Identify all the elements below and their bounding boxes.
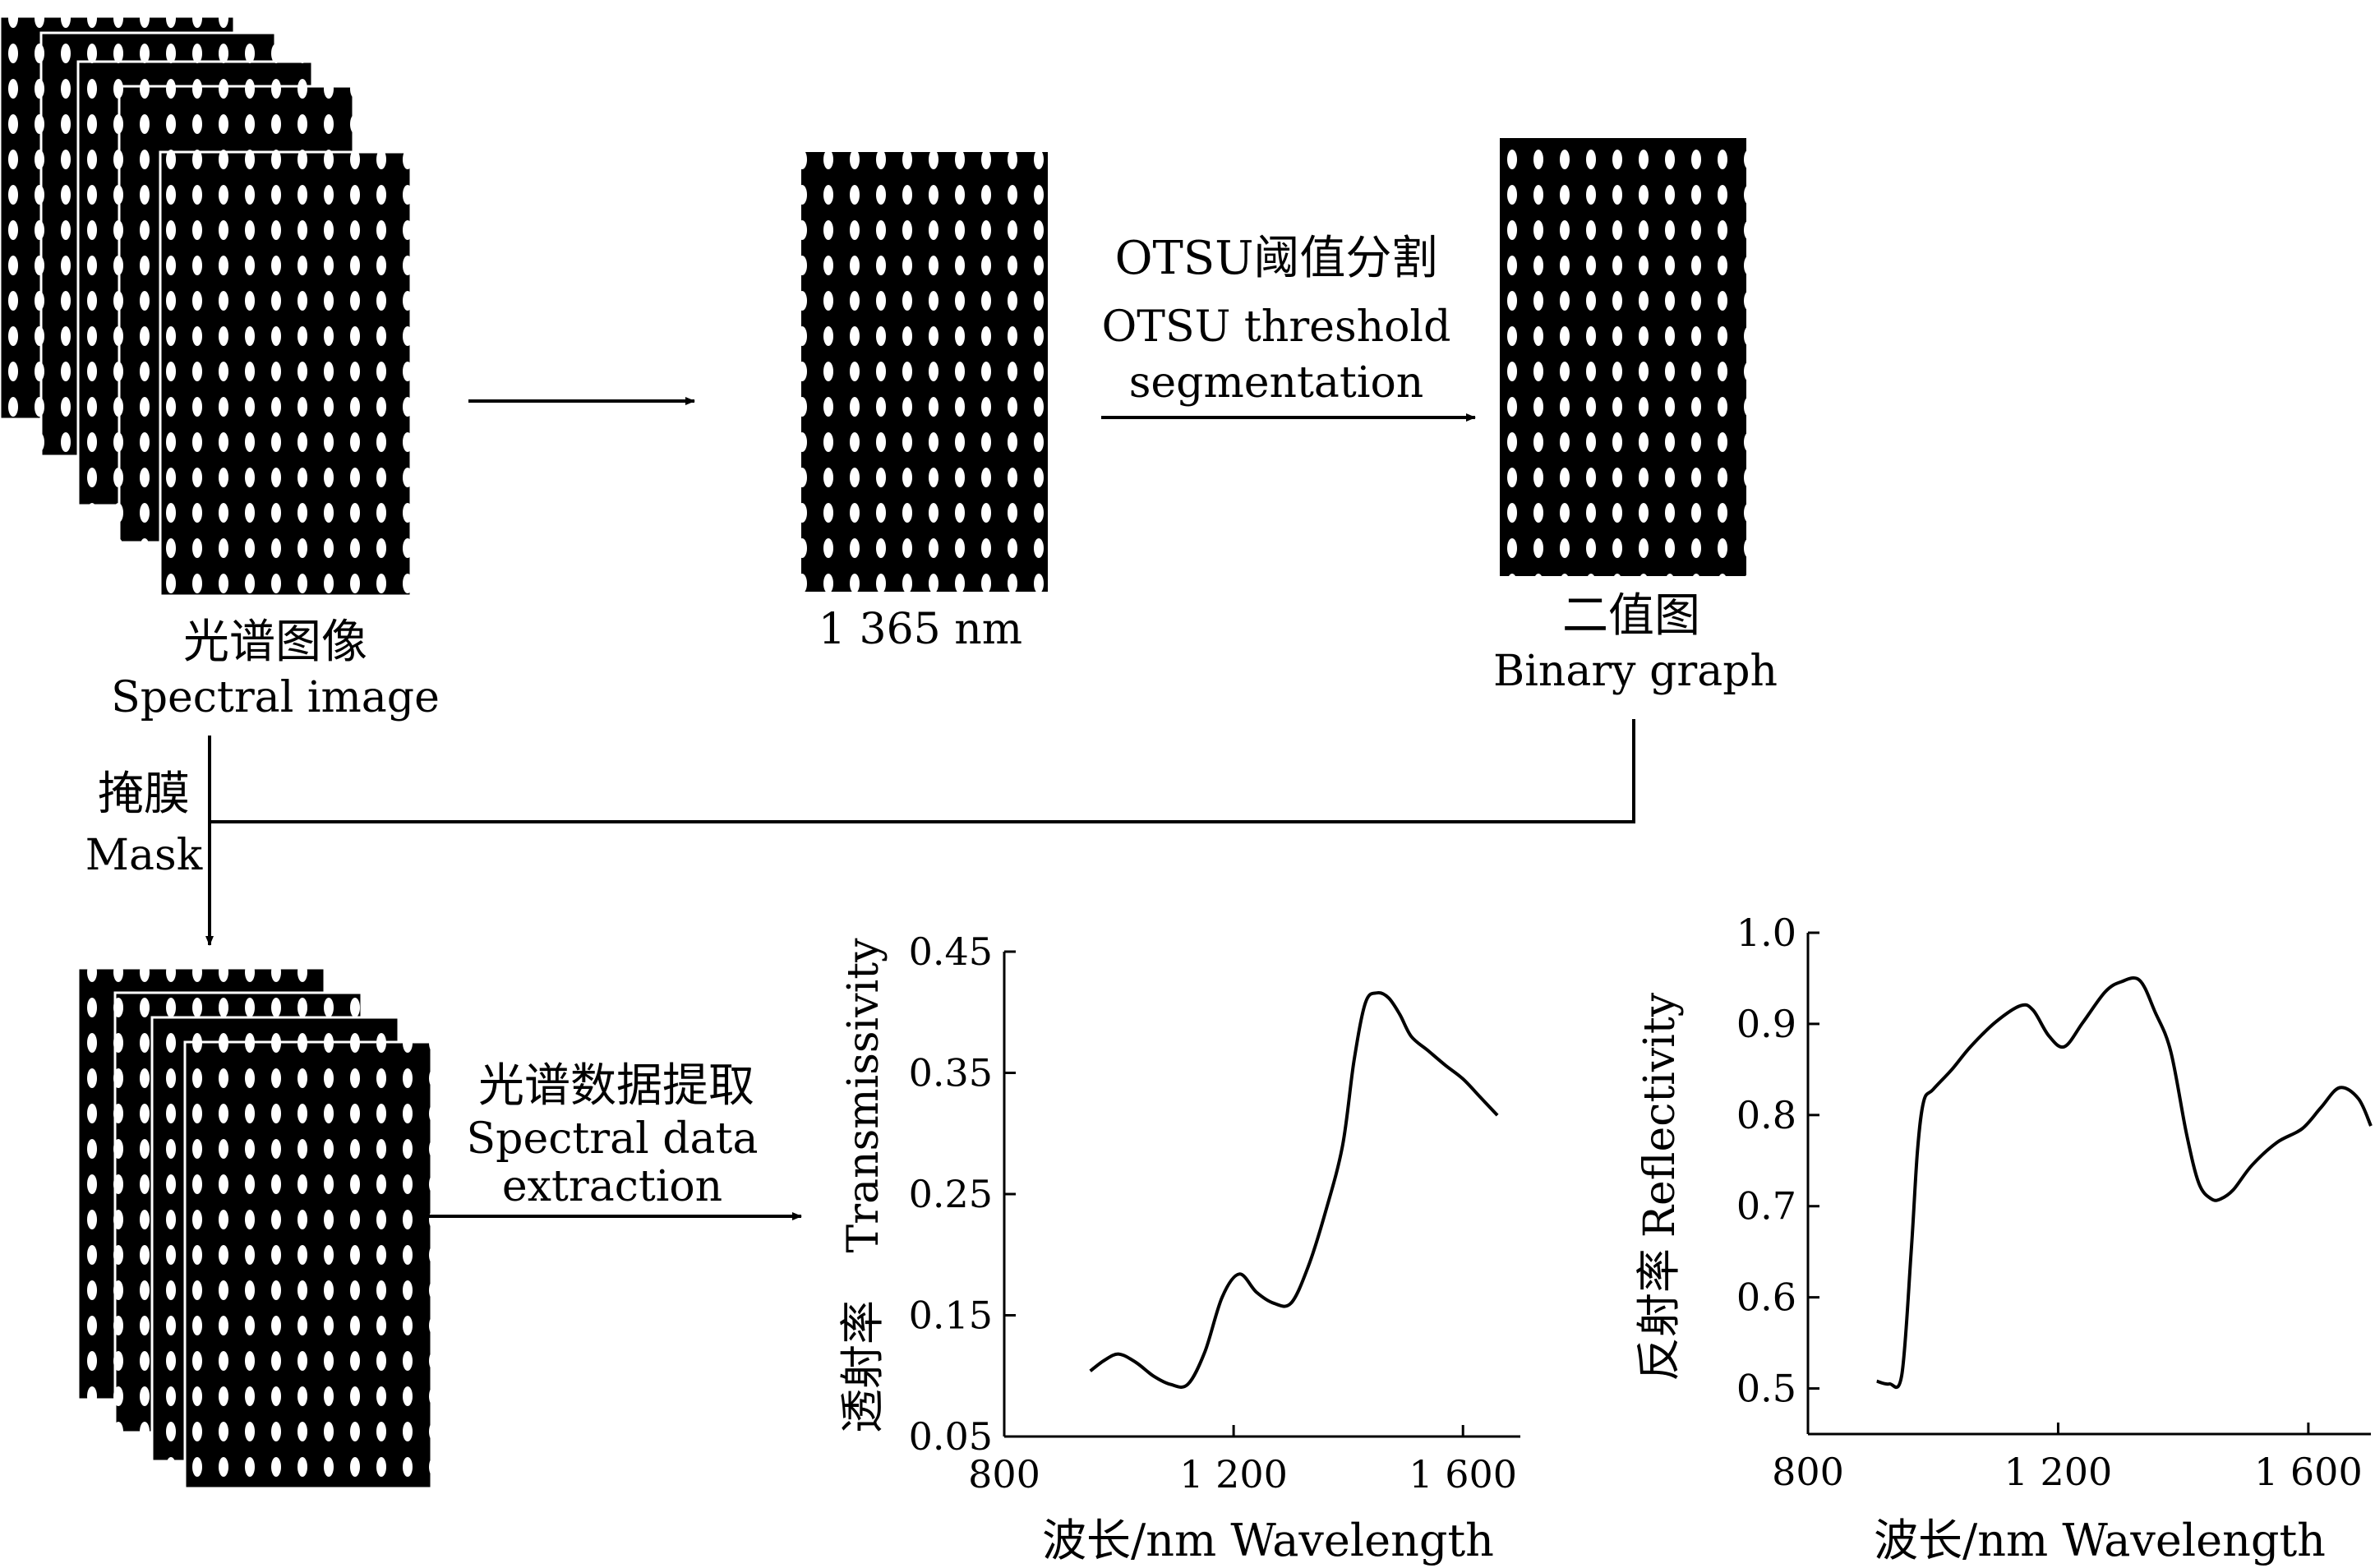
reflectivity-y-tick-label: 0.6 [1736, 1275, 1796, 1320]
transmissivity-ylabel-en: Transmissivity [839, 938, 888, 1253]
transmissivity-x-tick-label: 1 600 [1409, 1452, 1517, 1497]
transmissivity-x-tick-label: 1 200 [1179, 1452, 1288, 1497]
transmissivity-xlabel: 波长/nm Wavelength [1042, 1515, 1494, 1566]
extraction-label-en-2: extraction [502, 1162, 722, 1211]
reflectivity-series-line [1876, 976, 2373, 1390]
extraction-label-cn: 光谱数据提取 [478, 1059, 754, 1113]
transmissivity-y-tick-label: 0.45 [909, 929, 993, 974]
masked-image-layer-4 [183, 1040, 433, 1490]
reflectivity-y-tick-label: 0.9 [1736, 1002, 1796, 1046]
otsu-label-en-1: OTSU threshold [1102, 302, 1451, 352]
reflectivity-ylabel-cn: 反射率 [1633, 1248, 1685, 1381]
transmissivity-ylabel-cn: 透射率 [837, 1300, 888, 1433]
transmissivity-x-tick-label: 800 [968, 1452, 1040, 1497]
reflectivity-y-tick-label: 0.5 [1736, 1367, 1796, 1411]
extraction-label-en-1: Spectral data [467, 1114, 759, 1164]
transmissivity-y-tick-label: 0.25 [909, 1172, 993, 1216]
transmissivity-y-tick-label: 0.15 [909, 1294, 993, 1338]
reflectivity-y-tick-label: 0.8 [1736, 1093, 1796, 1137]
band-image [801, 152, 1048, 592]
otsu-label-cn: OTSU阈值分割 [1115, 232, 1438, 285]
reflectivity-chart: 反射率 Reflectivity 波长/nm Wavelength 0.5 0.6… [1633, 911, 2373, 1566]
reflectivity-xlabel: 波长/nm Wavelength [1874, 1515, 2326, 1566]
spectral-image-label-cn: 光谱图像 [183, 616, 367, 669]
reflectivity-ylabel-en: Reflectivity [1635, 992, 1685, 1238]
otsu-label-en-2: segmentation [1129, 358, 1424, 408]
transmissivity-series-line [1089, 990, 1499, 1389]
mask-connector-line [210, 719, 1635, 823]
transmissivity-y-tick-label: 0.05 [909, 1414, 993, 1459]
reflectivity-x-tick-label: 800 [1772, 1450, 1844, 1494]
binary-graph-image [1500, 138, 1746, 576]
binary-graph-label-en: Binary graph [1493, 647, 1778, 696]
reflectivity-x-tick-label: 1 200 [2004, 1450, 2113, 1494]
mask-label-cn: 掩膜 [98, 768, 190, 821]
mask-label-en: Mask [85, 831, 203, 880]
spectral-image-layer-5 [159, 150, 413, 597]
reflectivity-y-tick-label: 1.0 [1736, 911, 1796, 955]
transmissivity-y-tick-label: 0.35 [909, 1051, 993, 1095]
reflectivity-x-tick-label: 1 600 [2254, 1450, 2363, 1494]
band-image-label: 1 365 nm [819, 605, 1022, 654]
masked-image-stack [76, 966, 433, 1490]
reflectivity-y-tick-label: 0.7 [1736, 1184, 1796, 1229]
transmissivity-chart: 透射率 Transmissivity 波长/nm Wavelength 0.05… [837, 929, 1520, 1566]
spectral-image-stack [0, 15, 413, 597]
spectral-image-label-en: Spectral image [111, 673, 440, 722]
binary-graph-label-cn: 二值图 [1562, 589, 1700, 643]
